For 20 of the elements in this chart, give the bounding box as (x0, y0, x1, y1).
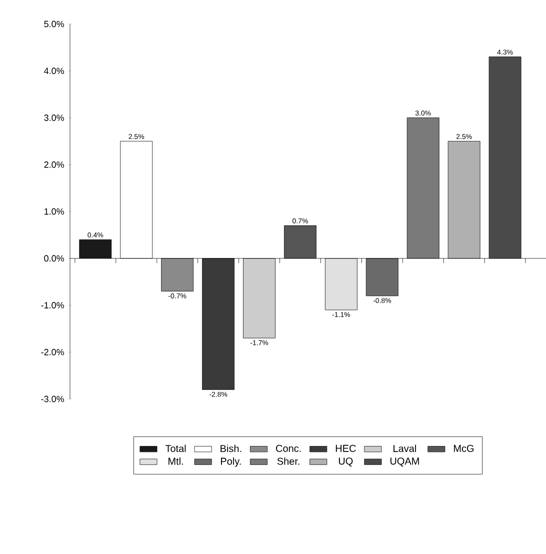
y-tick-label: 4.0% (44, 68, 64, 74)
y-tick-label: 5.0% (44, 20, 64, 28)
legend-label: McG (454, 444, 474, 452)
legend-label: Laval (394, 444, 416, 452)
legend-label: Mtl. (168, 457, 183, 465)
legend-label: Bish. (220, 444, 242, 452)
y-tick-label: 1.0% (44, 208, 64, 215)
legend-label: HEC (336, 444, 356, 452)
y-tick-label: -1.0% (41, 302, 64, 308)
y-tick-label: 0.0% (44, 255, 64, 262)
legend-label: UQAM (390, 458, 419, 466)
legend-label: Poly. (220, 457, 241, 467)
legend-label: UQ (338, 458, 353, 466)
y-tick-label: 2.0% (44, 161, 64, 168)
y-tick-label: -2.0% (41, 348, 64, 356)
legend-label: Conc. (276, 444, 301, 452)
legend-label: Sher. (277, 457, 300, 465)
y-tick-label: -3.0% (41, 396, 64, 402)
y-tick-label: 3.0% (44, 114, 64, 121)
legend-label: Total (165, 444, 186, 452)
